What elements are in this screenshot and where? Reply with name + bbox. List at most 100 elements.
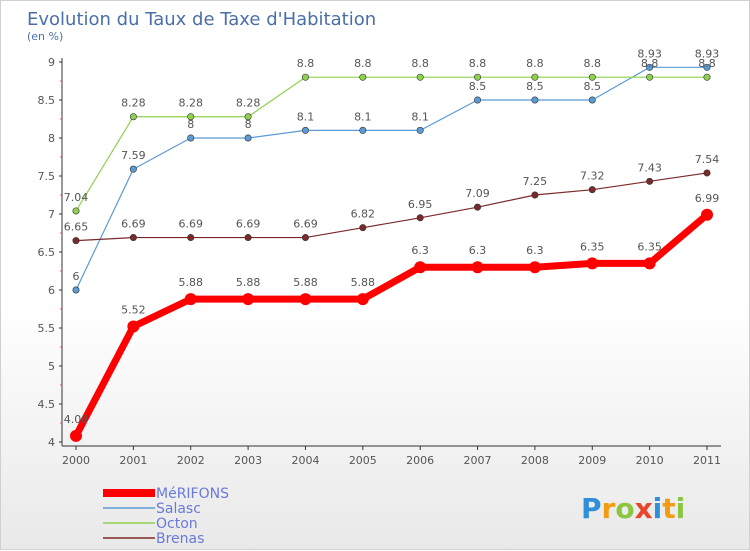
data-label: 6.69 [178,218,203,231]
data-point [474,96,482,104]
x-tick-label: 2004 [291,454,319,467]
data-point [528,261,541,274]
data-label: 5.52 [121,303,146,316]
x-tick-label: 2011 [693,454,721,467]
axes: 4 4.5 5 5.5 6 6.5 7 7.5 8 8.5 9 2000 2001 2002 2003 200… [38,56,721,467]
data-point [646,63,654,71]
x-tick-label: 2006 [406,454,434,467]
data-point [474,73,482,81]
data-label: 7.59 [121,149,146,162]
data-label: 8.93 [637,47,662,60]
series-line [75,76,708,212]
data-point [244,234,252,242]
data-label: 8.28 [178,97,203,110]
data-label: 6.95 [408,198,433,211]
data-label: 6.35 [580,240,605,253]
legend-entry: MéRIFONS [156,486,229,502]
data-label: 6.69 [236,218,261,231]
y-tick-label: 6 [48,284,55,297]
data-point [301,126,309,134]
data-point [184,293,197,306]
series-layer [70,63,713,442]
x-tick-label: 2007 [464,454,492,467]
data-point [187,134,195,142]
brand-letter: o [615,492,634,525]
series-line [75,66,708,291]
data-point [72,286,80,294]
data-label: 8 [187,118,194,131]
brand-letter: r [602,492,616,525]
data-label: 6.99 [695,192,720,205]
data-point [187,113,195,121]
data-point [129,165,137,173]
data-point [72,237,80,245]
series-mérifons [70,208,713,442]
data-label: 6.3 [526,244,544,257]
data-point [72,207,80,215]
data-point [301,73,309,81]
data-point [701,208,713,221]
data-label: 8.1 [354,110,372,123]
legend-entry: Brenas [156,531,204,547]
data-point [244,134,252,142]
data-label: 7.25 [523,175,548,188]
data-label: 4.08 [64,413,89,426]
chart-title: Evolution du Taux de Taxe d'Habitation [27,9,376,30]
y-tick-label: 8.5 [38,94,56,107]
data-point [416,214,424,222]
data-label: 6.3 [411,244,429,257]
data-label: 5.88 [178,276,203,289]
data-label: 7.04 [64,191,89,204]
data-point [359,224,367,232]
data-point [359,126,367,134]
data-label: 5.88 [293,276,318,289]
data-point [643,257,656,270]
data-label: 8.8 [584,57,602,70]
data-point [586,257,599,270]
data-labels: 6 7.59 8 8 8.1 8.1 8.1 8.5 8.5 8.5 8.93 8.93 7.04 8.2… [64,47,720,426]
data-label: 7.43 [637,161,662,174]
y-tick-label: 7 [48,208,55,221]
data-point [356,293,369,306]
data-label: 8.28 [236,97,261,110]
data-point [416,126,424,134]
data-label: 6.69 [293,218,318,231]
data-point [414,261,427,274]
data-label: 6.3 [469,244,487,257]
data-label: 6.82 [351,208,376,221]
data-point [301,234,309,242]
data-point [588,73,596,81]
data-label: 8 [245,118,252,131]
data-label: 5.88 [351,276,376,289]
x-tick-label: 2000 [62,454,90,467]
data-label: 8.8 [354,57,372,70]
x-tick-label: 2010 [636,454,664,467]
data-label: 8.1 [297,110,315,123]
data-point [646,177,654,185]
data-label: 8.1 [411,110,429,123]
x-tick-label: 2005 [349,454,377,467]
data-point [703,63,711,71]
data-label: 8.93 [695,47,720,60]
data-point [531,73,539,81]
data-point [588,186,596,194]
x-tick-label: 2003 [234,454,262,467]
data-label: 8.8 [297,57,315,70]
data-point [359,73,367,81]
data-point [244,113,252,121]
brand-letter: i [676,492,686,525]
series-octon [72,73,711,215]
x-tick-label: 2009 [578,454,606,467]
legend-entry: Octon [156,516,198,532]
data-label: 7.32 [580,170,605,183]
data-label: 8.5 [584,80,602,93]
data-point [531,96,539,104]
data-point [416,73,424,81]
brand-logo: Proxiti [581,492,685,525]
brand-letter: x [635,492,653,525]
series-line [75,172,708,242]
y-tick-label: 4 [48,436,55,449]
y-tick-label: 7.5 [38,170,56,183]
